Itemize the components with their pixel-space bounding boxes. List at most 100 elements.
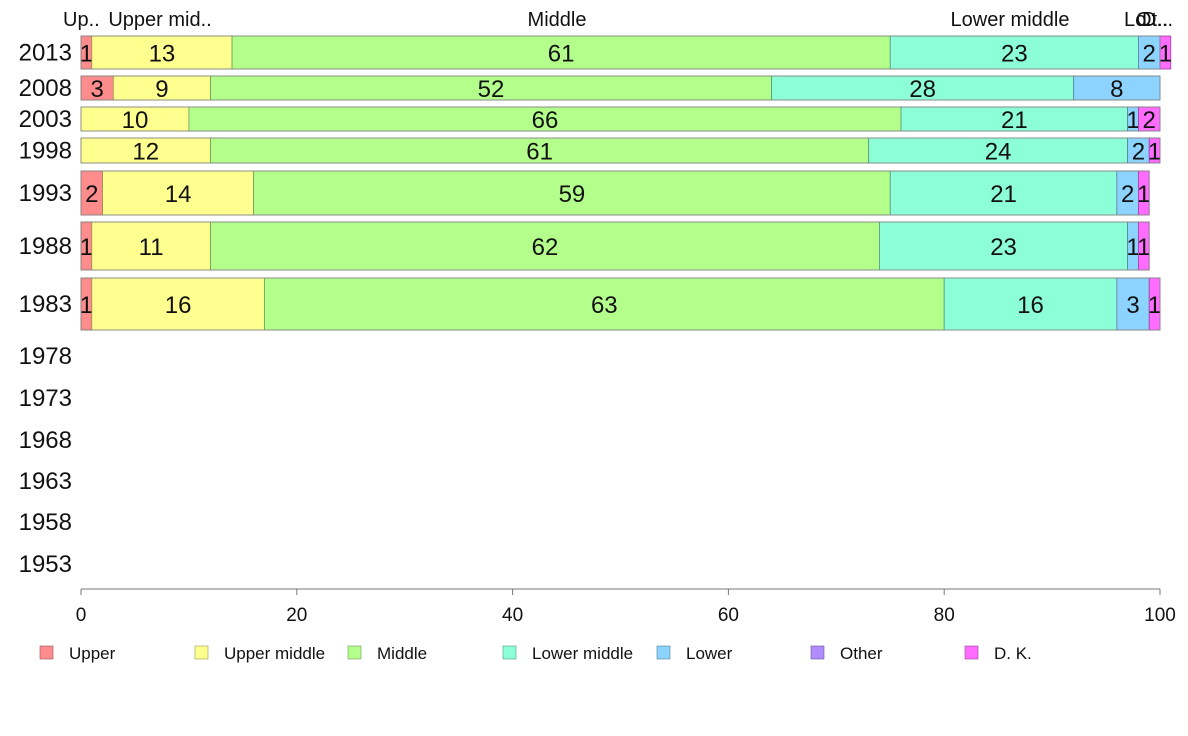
data-label: 1 bbox=[1126, 234, 1139, 261]
legend-label: Other bbox=[840, 644, 883, 663]
data-label: 2 bbox=[1143, 107, 1156, 134]
top-label-4: Lo.. bbox=[1124, 9, 1157, 31]
bar-outline bbox=[80, 277, 1161, 331]
bar-segment-2003-lower-middle bbox=[900, 106, 1129, 132]
data-label: 1 bbox=[1159, 41, 1172, 68]
data-label: 16 bbox=[165, 292, 192, 319]
data-label: 21 bbox=[1001, 107, 1028, 134]
data-label: 23 bbox=[1001, 41, 1028, 68]
legend-item-middle: Middle bbox=[347, 644, 427, 663]
bar-row-2003: 10 66 21 1 2 bbox=[80, 106, 1161, 134]
legend-item-lower-middle: Lower middle bbox=[502, 644, 633, 663]
data-label: 1 bbox=[1137, 234, 1150, 261]
legend-item-other: Other bbox=[810, 644, 883, 663]
data-label: 13 bbox=[149, 41, 176, 68]
legend-label: Middle bbox=[377, 644, 427, 663]
data-label: 61 bbox=[526, 139, 553, 166]
bar-outline bbox=[80, 106, 1161, 132]
year-label-2003: 2003 bbox=[19, 106, 72, 133]
x-tick-label-100: 100 bbox=[1144, 605, 1176, 626]
data-label: 2 bbox=[1132, 139, 1145, 166]
top-label-1: Upper mid.. bbox=[108, 9, 211, 31]
top-label-2: Middle bbox=[528, 9, 587, 31]
bar-segment-1988-upper-middle bbox=[91, 221, 211, 271]
year-label-1973: 1973 bbox=[19, 385, 72, 412]
bar-segment-2008-upper-middle bbox=[112, 75, 211, 101]
bar-outline bbox=[80, 35, 1161, 70]
data-label: 11 bbox=[139, 234, 164, 261]
year-label-1968: 1968 bbox=[19, 427, 72, 454]
data-label: 24 bbox=[985, 139, 1012, 166]
legend-swatch bbox=[656, 645, 671, 660]
bar-outline bbox=[80, 170, 1150, 216]
top-label-0: Up.. bbox=[63, 9, 100, 31]
legend-swatch bbox=[810, 645, 825, 660]
data-label: 8 bbox=[1110, 76, 1123, 103]
legend-label: D. K. bbox=[994, 644, 1032, 663]
data-label: 23 bbox=[990, 234, 1017, 261]
legend-item-upper: Upper bbox=[39, 644, 116, 663]
legend-swatch bbox=[347, 645, 362, 660]
data-label: 3 bbox=[91, 76, 104, 103]
data-label: 61 bbox=[548, 41, 575, 68]
bar-row-1998: 12 61 24 2 1 bbox=[80, 137, 1161, 166]
year-label-2008: 2008 bbox=[19, 75, 72, 102]
bar-segment-1988-lower-middle bbox=[879, 221, 1129, 271]
year-label-1953: 1953 bbox=[19, 551, 72, 578]
bar-row-1988: 1 11 62 23 11 bbox=[80, 221, 1150, 271]
legend-label: Upper bbox=[69, 644, 116, 663]
data-label: 10 bbox=[122, 107, 149, 134]
legend-label: Lower middle bbox=[532, 644, 633, 663]
data-label: 16 bbox=[1017, 292, 1044, 319]
x-tick-label-20: 20 bbox=[286, 605, 307, 626]
bar-segment-1993-lower-middle bbox=[889, 170, 1118, 216]
year-label-1983: 1983 bbox=[19, 291, 72, 318]
x-tick-label-60: 60 bbox=[718, 605, 739, 626]
data-label: 66 bbox=[532, 107, 559, 134]
bar-outline bbox=[80, 137, 1161, 164]
legend-swatch bbox=[502, 645, 517, 660]
year-label-1993: 1993 bbox=[19, 180, 72, 207]
bar-segment-2003-middle bbox=[188, 106, 902, 132]
bar-segment-1993-middle bbox=[253, 170, 891, 216]
year-label-1998: 1998 bbox=[19, 138, 72, 165]
bar-segment-1988-middle bbox=[210, 221, 880, 271]
bar-row-2008: 3 9 52 28 8 bbox=[80, 75, 1161, 103]
data-label: 1 bbox=[80, 234, 93, 261]
data-label: 1 bbox=[80, 41, 93, 68]
bar-outline bbox=[80, 221, 1150, 271]
data-label: 9 bbox=[155, 76, 168, 103]
top-label-6: D... bbox=[1142, 9, 1173, 31]
x-axis: 0 20 40 60 80 100 bbox=[76, 588, 1176, 626]
legend-swatch bbox=[39, 645, 54, 660]
legend-item-upper-middle: Upper middle bbox=[194, 644, 325, 663]
legend-item-lower: Lower bbox=[656, 644, 733, 663]
legend-item-d-k-: D. K. bbox=[964, 644, 1032, 663]
data-label: 12 bbox=[132, 139, 159, 166]
data-label: 62 bbox=[532, 234, 559, 261]
data-label: 63 bbox=[591, 292, 618, 319]
data-label: 2 bbox=[1143, 41, 1156, 68]
bar-segment-1998-lower-middle bbox=[868, 137, 1129, 164]
bar-segment-2013-upper-middle bbox=[91, 35, 233, 70]
top-label-3: Lower middle bbox=[951, 9, 1070, 31]
x-tick-label-0: 0 bbox=[76, 605, 87, 626]
legend-label: Lower bbox=[686, 644, 733, 663]
x-tick-label-80: 80 bbox=[934, 605, 955, 626]
top-category-labels: Up.. Upper mid.. Middle Lower middle Lo..Ot.… bbox=[63, 9, 1173, 31]
data-label: 52 bbox=[478, 76, 505, 103]
data-label: 2 bbox=[1121, 181, 1134, 208]
data-label: 28 bbox=[909, 76, 936, 103]
year-label-2013: 2013 bbox=[19, 40, 72, 67]
bar-outline bbox=[80, 75, 1161, 101]
bar-row-2013: 1 13 61 23 2 1 bbox=[80, 35, 1172, 70]
data-label: 1 bbox=[1137, 181, 1150, 208]
legend-swatch bbox=[964, 645, 979, 660]
legend-swatch bbox=[194, 645, 209, 660]
legend: Upper Upper middle Middle Lower middle Lower… bbox=[39, 644, 1032, 663]
bars-group: 1 13 61 23 2 13 9 52 28 810 66 21 1 212 61 24 2 12 14 59 21 2… bbox=[80, 35, 1172, 331]
year-label-1978: 1978 bbox=[19, 343, 72, 370]
year-label-1988: 1988 bbox=[19, 233, 72, 260]
year-labels: 2013 2008 2003 1998 1993 1988 1983 1978 1973 1968… bbox=[19, 40, 72, 579]
data-label: 2 bbox=[85, 181, 98, 208]
